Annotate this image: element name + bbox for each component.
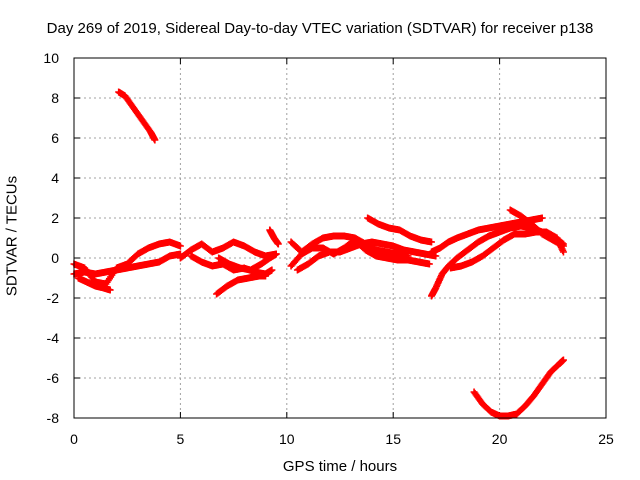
x-tick-label: 0 bbox=[70, 431, 78, 447]
y-tick-label: 2 bbox=[51, 210, 59, 226]
x-tick-label: 15 bbox=[385, 431, 401, 447]
y-tick-label: -2 bbox=[47, 290, 60, 306]
y-tick-label: -6 bbox=[47, 370, 60, 386]
y-tick-label: 0 bbox=[51, 250, 59, 266]
y-tick-label: -4 bbox=[47, 330, 60, 346]
x-tick-label: 5 bbox=[177, 431, 185, 447]
data-point bbox=[262, 272, 270, 280]
data-point bbox=[425, 260, 433, 268]
data-point bbox=[559, 248, 567, 256]
x-tick-label: 10 bbox=[279, 431, 295, 447]
x-tick-label: 20 bbox=[492, 431, 508, 447]
y-tick-label: 4 bbox=[51, 170, 59, 186]
series-track-4 bbox=[74, 274, 114, 294]
series-track-7 bbox=[213, 272, 270, 298]
data-point bbox=[428, 238, 436, 246]
series-track-1 bbox=[115, 88, 159, 144]
series-track-15 bbox=[428, 214, 546, 256]
series-track-8 bbox=[215, 250, 280, 274]
series-track-17 bbox=[506, 206, 567, 250]
series-track-9 bbox=[266, 226, 282, 248]
plot-frame bbox=[73, 57, 607, 419]
y-tick-label: 6 bbox=[51, 130, 59, 146]
data-point bbox=[559, 242, 567, 250]
data-point bbox=[268, 266, 276, 274]
series-track-13 bbox=[364, 214, 436, 246]
data-point bbox=[274, 240, 282, 248]
data-point bbox=[559, 356, 567, 364]
y-tick-label: 10 bbox=[43, 50, 59, 66]
data-point bbox=[176, 242, 184, 250]
grid bbox=[74, 58, 606, 418]
data-point bbox=[538, 214, 546, 222]
data-point bbox=[272, 250, 280, 258]
data-point bbox=[151, 136, 159, 144]
chart-title: Day 269 of 2019, Sidereal Day-to-day VTE… bbox=[46, 20, 594, 37]
series-track-12 bbox=[293, 238, 440, 274]
y-tick-label: -8 bbox=[47, 410, 60, 426]
data-point bbox=[106, 286, 114, 294]
y-axis-label: SDTVAR / TECUs bbox=[3, 175, 21, 297]
x-axis-label: GPS time / hours bbox=[282, 458, 398, 475]
x-tick-label: 25 bbox=[598, 431, 614, 447]
axis-ticks: 0 5 10 15 20 25 -8 -6 -4 -2 0 2 4 6 8 10 bbox=[43, 50, 614, 447]
series-track-18 bbox=[470, 356, 567, 420]
data-points bbox=[70, 88, 567, 420]
y-tick-label: 8 bbox=[51, 90, 59, 106]
